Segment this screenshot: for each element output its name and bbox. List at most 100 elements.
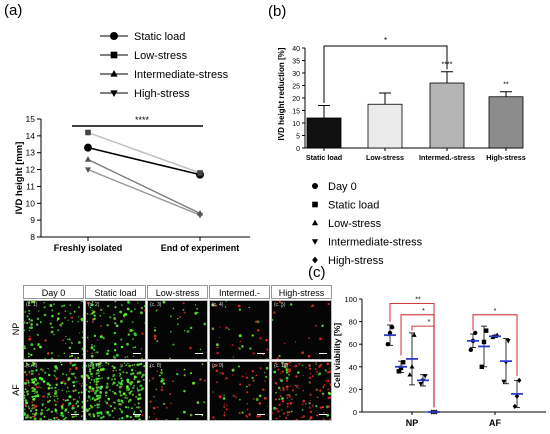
significance-label-b: **** xyxy=(442,61,453,68)
legend-a-marker xyxy=(110,70,118,77)
y-tick-label-b: 10 xyxy=(292,121,300,128)
micrograph-column-header: Low-stress xyxy=(147,285,208,299)
micrograph-tile-id: (c. 3) xyxy=(150,302,162,308)
data-point-a xyxy=(84,167,92,173)
micrograph-image xyxy=(24,301,83,359)
y-tick-label-b: 30 xyxy=(292,71,300,78)
significance-label-c: * xyxy=(422,308,425,315)
panel-label-a: (a) xyxy=(4,2,23,19)
y-tick-label-a: 9 xyxy=(30,215,35,225)
legend-c-marker xyxy=(311,219,319,226)
series-line-a xyxy=(87,131,201,174)
data-point-c xyxy=(468,347,473,353)
y-tick-label-b: 35 xyxy=(292,59,300,66)
micrograph-tile-id: (c. 7) xyxy=(88,363,100,369)
micrograph-tile: (c. 4) xyxy=(209,300,270,360)
micrograph-image xyxy=(86,301,145,359)
data-point-a xyxy=(84,156,92,162)
y-axis-label-b: IVD height reduction [%] xyxy=(277,47,286,140)
legend-c: Day 0 Static load Low-stress Intermediate-s… xyxy=(311,181,423,267)
x-tick-label-b: Static load xyxy=(306,153,342,162)
micrograph-tile-id: (c. 8) xyxy=(150,363,162,369)
legend-a-label: Low-stress xyxy=(134,50,188,62)
significance-bracket-c xyxy=(411,325,435,408)
y-tick-label-b: 0 xyxy=(296,146,300,153)
y-tick-label-a: 13 xyxy=(26,148,36,158)
series-line-a xyxy=(87,158,201,215)
scale-bar xyxy=(319,352,327,354)
scale-bar xyxy=(133,413,141,415)
legend-a-marker xyxy=(110,51,118,59)
y-tick-label-a: 14 xyxy=(26,131,36,141)
bar-b xyxy=(488,96,524,149)
y-axis-label-c: Cell viability [%] xyxy=(332,323,342,388)
legend-c-label: High-stress xyxy=(328,255,384,267)
micrograph-image xyxy=(211,301,269,359)
data-point-c xyxy=(387,330,393,336)
significance-label-c: * xyxy=(494,308,497,315)
significance-bracket-c xyxy=(472,314,518,376)
data-point-c xyxy=(505,339,511,344)
micrograph-tile-id: (c. 10) xyxy=(274,363,289,369)
micrograph-tile: (c. 8) xyxy=(147,361,208,421)
data-point-c xyxy=(484,328,489,333)
micrograph-row-label: AF xyxy=(11,384,21,396)
legend-a-marker xyxy=(110,90,118,97)
legend-a-marker xyxy=(110,32,118,40)
bar-b xyxy=(306,117,342,149)
y-tick-label-a: 15 xyxy=(26,114,36,124)
micrograph-tile: (c. 3) xyxy=(147,300,208,360)
data-point-a xyxy=(196,212,204,219)
scale-bar xyxy=(133,352,141,354)
y-tick-label-c: 40 xyxy=(349,363,357,372)
y-tick-label-c: 100 xyxy=(344,295,357,304)
chart-a-ivd-height: Static load Low-stress Intermediate-stress… xyxy=(14,31,250,253)
x-tick-label-c: NP xyxy=(406,418,419,428)
scale-bar xyxy=(195,352,203,354)
significance-label-a: **** xyxy=(135,115,150,125)
micrograph-tile-id: (c. 5) xyxy=(274,302,286,308)
y-tick-label-b: 25 xyxy=(292,84,300,91)
data-point-c xyxy=(390,325,395,330)
significance-bracket-c xyxy=(400,314,435,408)
series-line-a xyxy=(87,146,201,176)
data-point-c xyxy=(514,393,520,399)
micrograph-tile: (c. 6) xyxy=(23,361,84,421)
micrograph-row-label: NP xyxy=(11,322,21,336)
data-point-c xyxy=(407,372,413,377)
legend-c-label: Day 0 xyxy=(328,181,357,193)
significance-label-c: * xyxy=(428,319,431,326)
x-tick-label-b: Low-stress xyxy=(366,153,404,162)
y-tick-label-b: 15 xyxy=(292,109,300,116)
micrograph-column-header: Day 0 xyxy=(23,285,84,299)
micrograph-tile: (c. 10) xyxy=(271,361,332,421)
x-tick-label-a: Freshly isolated xyxy=(54,243,123,253)
y-tick-label-c: 60 xyxy=(349,340,357,349)
data-point-c xyxy=(501,379,507,385)
legend-c-label: Low-stress xyxy=(328,218,382,230)
data-point-c xyxy=(473,330,478,336)
micrograph-image xyxy=(272,301,330,359)
data-point-c xyxy=(418,381,424,387)
y-tick-label-c: 0 xyxy=(353,408,357,417)
chart-b-height-reduction: 0 5 10 15 20 25 30 35 40 IVD height reduction [%]… xyxy=(277,36,526,162)
data-point-c xyxy=(481,339,487,345)
micrograph-tile: (c. 2) xyxy=(85,300,146,360)
micrograph-tile-id: (c. 9) xyxy=(212,363,224,369)
legend-c-label: Static load xyxy=(328,200,379,212)
data-point-a xyxy=(84,143,92,152)
x-tick-label-c: AF xyxy=(489,418,501,428)
bar-b xyxy=(429,82,465,149)
micrograph-image xyxy=(24,362,83,420)
micrograph-tile-id: (c. 1) xyxy=(26,302,38,308)
micrograph-tile: (c. 9) xyxy=(209,361,270,421)
micrograph-image xyxy=(212,362,269,420)
micrograph-column-header: Intermed.-stress xyxy=(209,285,270,312)
x-tick-label-b: Intermed.-stress xyxy=(419,153,475,162)
y-axis-label-a: IVD height [mm] xyxy=(14,142,25,215)
y-tick-label-a: 11 xyxy=(26,181,35,191)
panel-label-b: (b) xyxy=(268,3,287,20)
legend-a-label: Static load xyxy=(134,31,185,43)
